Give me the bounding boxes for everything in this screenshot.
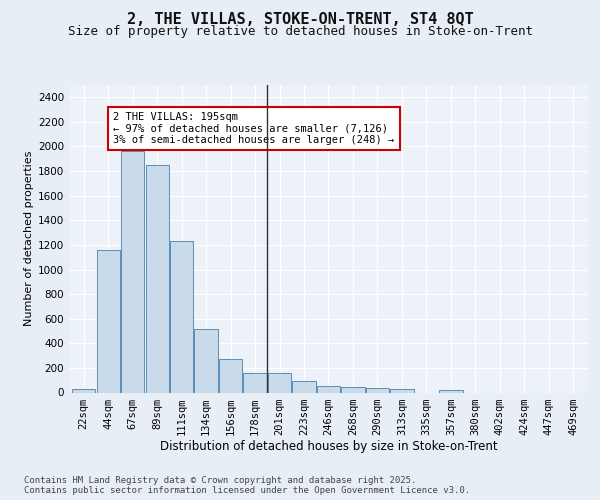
Bar [170, 241, 193, 392]
Bar [146, 165, 169, 392]
Bar [391, 390, 413, 392]
Bar [292, 382, 316, 392]
Text: Contains HM Land Registry data © Crown copyright and database right 2025.
Contai: Contains HM Land Registry data © Crown c… [24, 476, 470, 495]
Bar [72, 389, 95, 392]
Text: 2 THE VILLAS: 195sqm
← 97% of detached houses are smaller (7,126)
3% of semi-det: 2 THE VILLAS: 195sqm ← 97% of detached h… [113, 112, 394, 146]
Bar [194, 329, 218, 392]
Bar [219, 358, 242, 392]
Bar [439, 390, 463, 392]
X-axis label: Distribution of detached houses by size in Stoke-on-Trent: Distribution of detached houses by size … [160, 440, 497, 454]
Bar [366, 388, 389, 392]
Text: 2, THE VILLAS, STOKE-ON-TRENT, ST4 8QT: 2, THE VILLAS, STOKE-ON-TRENT, ST4 8QT [127, 12, 473, 28]
Bar [317, 386, 340, 392]
Bar [341, 387, 365, 392]
Bar [121, 152, 144, 392]
Bar [268, 374, 291, 392]
Y-axis label: Number of detached properties: Number of detached properties [24, 151, 34, 326]
Bar [244, 374, 266, 392]
Bar [97, 250, 120, 392]
Text: Size of property relative to detached houses in Stoke-on-Trent: Size of property relative to detached ho… [67, 25, 533, 38]
